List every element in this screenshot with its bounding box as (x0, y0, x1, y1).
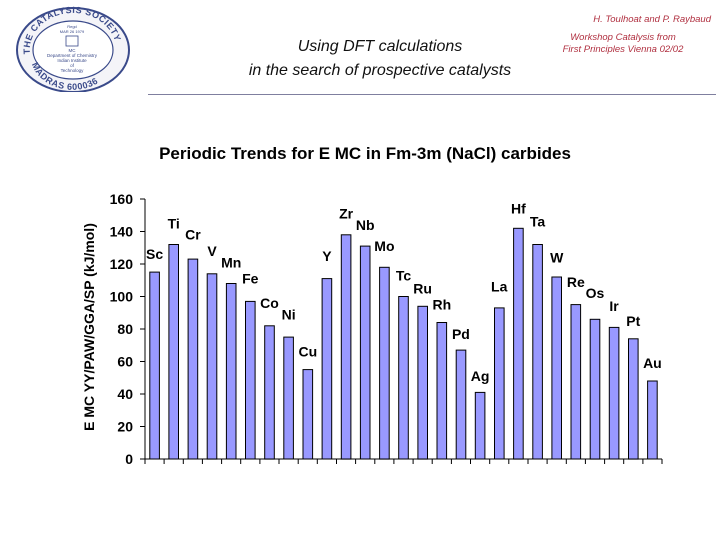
logo-center-line: of (70, 63, 75, 68)
bar-w (551, 276, 563, 460)
bar-label-hf: Hf (511, 201, 526, 217)
bar-ir (608, 326, 620, 460)
bar-sc (149, 271, 160, 460)
bar-ag (474, 391, 486, 460)
bar-label-re: Re (567, 274, 585, 290)
bar-zr (340, 234, 352, 460)
bar-label-pt: Pt (626, 313, 640, 329)
y-tick-label: 0 (125, 451, 133, 467)
logo-regd: Regd (67, 24, 77, 29)
source-line1: Workshop Catalysis from (570, 32, 676, 43)
source-line2: First Principles Vienna 02/02 (562, 44, 684, 55)
y-tick-label: 60 (117, 354, 133, 370)
bar-label-os: Os (586, 285, 605, 301)
y-tick-label: 120 (110, 256, 134, 272)
bar-label-v: V (207, 243, 217, 259)
bar-nb (359, 245, 371, 460)
bar-cu (302, 369, 314, 460)
bar-os (589, 318, 601, 460)
bar-label-pd: Pd (452, 326, 470, 342)
bar-au (647, 380, 658, 460)
bar-label-mo: Mo (374, 238, 394, 254)
header-divider (148, 94, 716, 95)
bar-label-w: W (550, 249, 564, 265)
bar-label-cr: Cr (185, 227, 201, 243)
y-tick-label: 20 (117, 419, 133, 435)
slide-title-line2: in the search of prospective catalysts (248, 62, 512, 79)
bar-cr (187, 258, 199, 460)
bar-re (570, 304, 582, 460)
slide-title-line1: Using DFT calculations (297, 38, 463, 55)
bar-ru (417, 305, 428, 460)
bar-label-sc: Sc (146, 246, 163, 262)
bar-label-ag: Ag (471, 368, 490, 384)
chart-title: Periodic Trends for E MC in Fm-3m (NaCl)… (159, 144, 571, 163)
bar-label-nb: Nb (356, 217, 375, 233)
bar-ti (168, 244, 179, 460)
axes: 0 20 40 60 80 100 120 140 160 E MC YY/PAW/GGA/SP … (81, 191, 663, 467)
bar-co (264, 325, 275, 460)
bar-label-la: La (491, 279, 508, 295)
y-axis-title: E MC YY/PAW/GGA/SP (kJ/mol) (81, 223, 97, 431)
bar-label-ta: Ta (530, 214, 546, 230)
logo-emblem-icon (65, 35, 79, 47)
bar-label-rh: Rh (432, 297, 451, 313)
catalysis-society-logo: THE CATALYSIS SOCIETY OF INDIA MADRAS 60… (8, 2, 130, 92)
bar-la (494, 307, 505, 460)
bar-tc (398, 296, 409, 460)
bar-label-ti: Ti (168, 215, 180, 231)
bar-hf (513, 227, 524, 460)
bar-label-fe: Fe (242, 271, 259, 287)
logo-center-line: Department of Chemistry (47, 53, 98, 58)
bar-label-co: Co (260, 295, 279, 311)
bar-mn (225, 283, 237, 460)
y-tick-label: 100 (110, 289, 134, 305)
bar-label-ir: Ir (609, 298, 619, 314)
bar-rh (436, 322, 448, 460)
bar-label-tc: Tc (396, 267, 412, 283)
bar-y (321, 278, 333, 460)
bar-ni (283, 336, 294, 460)
logo-regd-date: MAR 26 1979 (60, 29, 85, 34)
bar-label-cu: Cu (298, 344, 317, 360)
credits: H. Toulhoat and P. Raybaud Workshop Cata… (535, 14, 711, 56)
bar-label-zr: Zr (339, 206, 354, 222)
logo-center-line: MC (69, 48, 77, 53)
bar-label-y: Y (322, 248, 332, 264)
bar-pt (628, 338, 639, 460)
y-tick-label: 160 (110, 191, 134, 207)
bar-pd (455, 349, 467, 460)
bar-v (206, 273, 218, 460)
logo-center-line: Technology (61, 68, 85, 73)
y-tick-label: 140 (110, 224, 134, 240)
bar-label-mn: Mn (221, 254, 241, 270)
bar-ta (532, 244, 543, 460)
authors: H. Toulhoat and P. Raybaud (593, 14, 711, 25)
bar-label-au: Au (643, 355, 662, 371)
bar-series (149, 227, 658, 460)
y-tick-label: 80 (117, 321, 133, 337)
bar-fe (245, 300, 256, 460)
logo-center-line: Indian Institute (57, 58, 87, 63)
bar-label-ni: Ni (282, 306, 296, 322)
y-tick-label: 40 (117, 386, 133, 402)
bar-mo (379, 266, 390, 460)
bar-label-ru: Ru (413, 280, 432, 296)
